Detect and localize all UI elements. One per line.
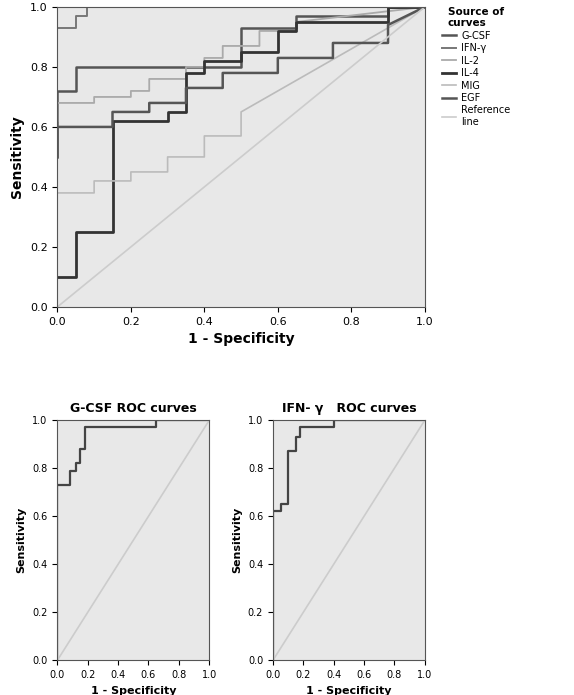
Y-axis label: Sensitivity: Sensitivity: [232, 507, 242, 573]
Y-axis label: Sensitivity: Sensitivity: [17, 507, 27, 573]
Title: IFN- γ   ROC curves: IFN- γ ROC curves: [281, 402, 416, 415]
X-axis label: 1 - Specificity: 1 - Specificity: [188, 332, 294, 346]
X-axis label: 1 - Specificity: 1 - Specificity: [306, 685, 391, 695]
X-axis label: 1 - Specificity: 1 - Specificity: [91, 685, 176, 695]
Y-axis label: Sensitivity: Sensitivity: [10, 115, 24, 198]
Title: G-CSF ROC curves: G-CSF ROC curves: [70, 402, 197, 415]
Legend: G-CSF, IFN-γ, IL-2, IL-4, MIG, EGF, Reference
line: G-CSF, IFN-γ, IL-2, IL-4, MIG, EGF, Refe…: [441, 6, 511, 128]
